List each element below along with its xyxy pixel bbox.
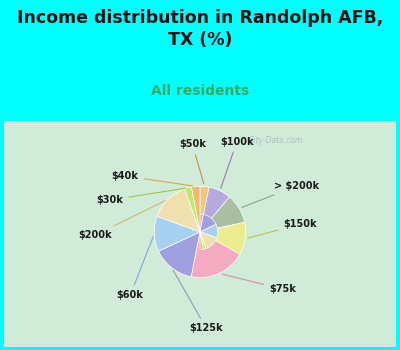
Wedge shape: [183, 197, 245, 245]
Text: $75k: $75k: [222, 274, 296, 294]
Text: > $200k: > $200k: [242, 181, 319, 208]
Text: All residents: All residents: [151, 84, 249, 98]
Wedge shape: [184, 214, 240, 278]
Text: $30k: $30k: [96, 188, 185, 205]
Text: $150k: $150k: [248, 219, 317, 238]
Wedge shape: [188, 187, 230, 249]
Text: $60k: $60k: [117, 237, 153, 300]
Wedge shape: [196, 186, 209, 250]
Wedge shape: [154, 216, 218, 251]
Wedge shape: [158, 215, 216, 277]
Wedge shape: [192, 186, 203, 250]
Text: $50k: $50k: [179, 139, 206, 184]
Wedge shape: [157, 189, 217, 248]
Text: $40k: $40k: [112, 171, 193, 186]
Text: City-Data.com: City-Data.com: [249, 136, 303, 145]
Wedge shape: [182, 222, 246, 254]
Text: $200k: $200k: [78, 201, 165, 240]
Text: $125k: $125k: [173, 270, 223, 334]
Wedge shape: [184, 187, 206, 249]
Text: $100k: $100k: [220, 137, 254, 188]
Text: Income distribution in Randolph AFB,
TX (%): Income distribution in Randolph AFB, TX …: [17, 9, 383, 49]
